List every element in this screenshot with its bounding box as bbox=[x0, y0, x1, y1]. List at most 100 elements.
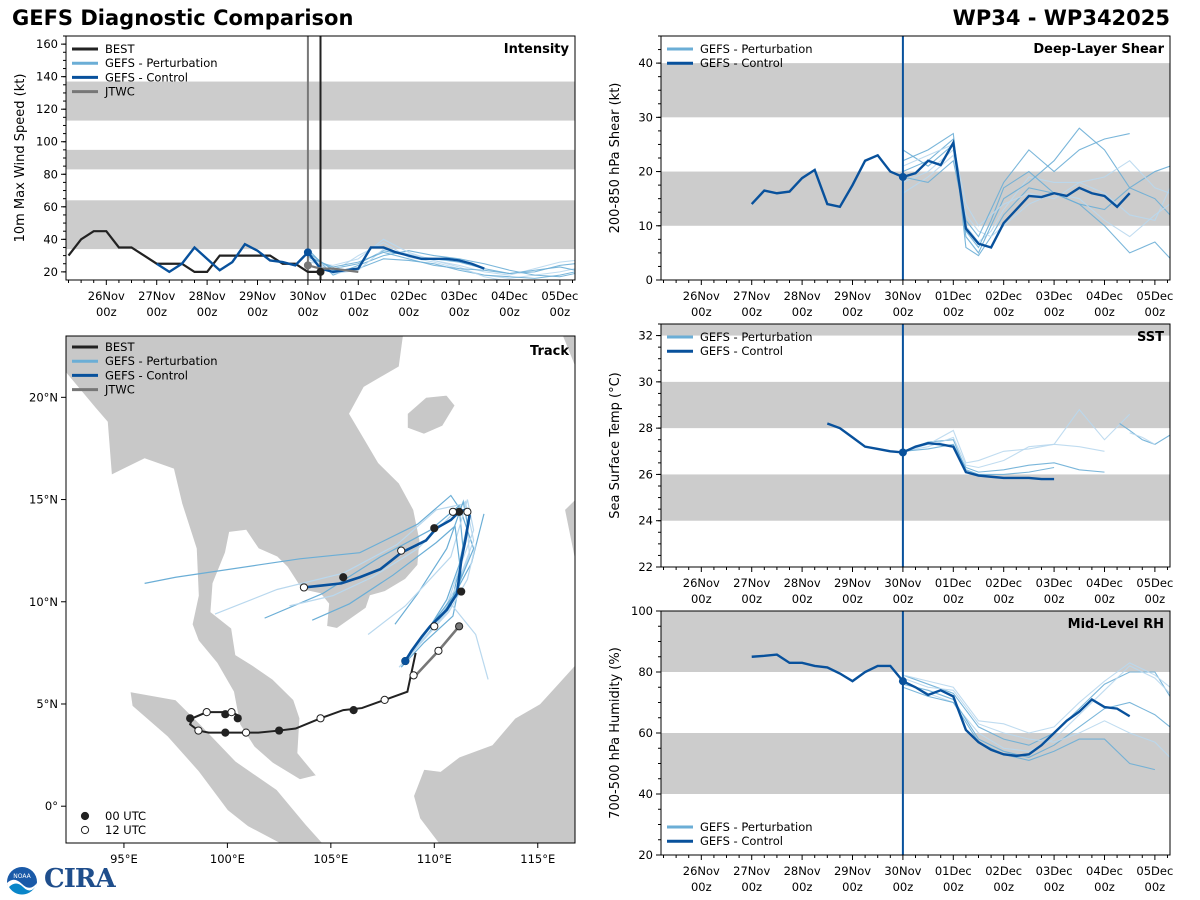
track-control-marker bbox=[430, 524, 439, 533]
intensity-legend-label: GEFS - Perturbation bbox=[105, 56, 218, 70]
shear-x-tick-label: 04Dec 00z bbox=[1086, 289, 1123, 319]
intensity-perturbation-line bbox=[307, 248, 504, 280]
sst-y-label: Sea Surface Temp (°C) bbox=[608, 372, 623, 519]
sst-analysis-marker bbox=[898, 448, 907, 457]
rh-perturbation-line bbox=[902, 662, 1170, 734]
sst-band bbox=[661, 324, 1170, 336]
track-marker-legend-label: 12 UTC bbox=[105, 823, 146, 837]
intensity-y-tick-label: 120 bbox=[36, 102, 58, 116]
shear-title: Deep-Layer Shear bbox=[1033, 42, 1164, 57]
sst-y-tick-label: 24 bbox=[638, 514, 653, 528]
sst-series-control bbox=[826, 422, 1055, 481]
shear-legend-label: GEFS - Perturbation bbox=[700, 42, 813, 56]
rh-analysis-marker bbox=[898, 677, 907, 686]
rh-x-tick-label: 02Dec 00z bbox=[985, 864, 1022, 894]
rh-legend-label: GEFS - Perturbation bbox=[700, 820, 813, 834]
sst-x-tick-label: 27Nov 00z bbox=[733, 576, 770, 606]
shear-x-tick-label: 01Dec 00z bbox=[935, 289, 972, 319]
panel-track: 95°E 100°E 105°E 110°E 115°E 0° 5°N 10°N 15°N 20°… bbox=[29, 335, 576, 866]
intensity-perturbation-line bbox=[307, 238, 575, 276]
shear-plot-area bbox=[661, 36, 1170, 280]
intensity-perturbation-line bbox=[307, 251, 575, 275]
rh-series-control bbox=[751, 653, 1131, 758]
sst-perturbation-line bbox=[902, 408, 1131, 469]
intensity-series-jtwc bbox=[307, 264, 359, 273]
intensity-perturbation-line bbox=[307, 241, 575, 279]
sst-x-tick-label: 01Dec 00z bbox=[935, 576, 972, 606]
panel-shear: 0 10 20 30 40 26Nov 00z 27Nov 00z 28Nov 00z 29Nov 00… bbox=[608, 35, 1173, 319]
cira-logo: CIRA bbox=[44, 864, 116, 894]
sst-band bbox=[661, 474, 1170, 521]
track-title: Track bbox=[530, 344, 569, 359]
intensity-y-tick-label: 40 bbox=[43, 232, 58, 246]
sst-x-tick-label: 04Dec 00z bbox=[1086, 576, 1123, 606]
sst-x-tick-label: 29Nov 00z bbox=[834, 576, 871, 606]
intensity-x-tick-label: 05Dec 00z bbox=[541, 289, 578, 319]
intensity-y-tick-label: 100 bbox=[36, 135, 58, 149]
shear-x-tick-label: 03Dec 00z bbox=[1036, 289, 1073, 319]
track-legend-label: GEFS - Perturbation bbox=[105, 354, 218, 368]
track-best-marker bbox=[194, 726, 203, 735]
rh-plot-area bbox=[661, 611, 1170, 855]
rh-x-tick-label: 03Dec 00z bbox=[1036, 864, 1073, 894]
intensity-y-label: 10m Max Wind Speed (kt) bbox=[13, 74, 28, 243]
sst-x-tick-label: 26Nov 00z bbox=[683, 576, 720, 606]
track-jtwc-marker bbox=[434, 646, 443, 655]
intensity-x-axis: 26Nov 00z 27Nov 00z 28Nov 00z 29Nov 00z 30Nov 00z… bbox=[68, 280, 578, 319]
track-marker-legend-label: 00 UTC bbox=[105, 809, 146, 823]
shear-legend-label: GEFS - Control bbox=[700, 56, 783, 70]
intensity-y-tick-label: 80 bbox=[43, 167, 58, 181]
shear-y-tick-label: 40 bbox=[638, 56, 653, 70]
shear-y-tick-label: 30 bbox=[638, 110, 653, 124]
intensity-analysis-marker bbox=[303, 248, 312, 257]
intensity-x-tick-label: 04Dec 00z bbox=[491, 289, 528, 319]
rh-legend-label: GEFS - Control bbox=[700, 834, 783, 848]
shear-x-tick-label: 05Dec 00z bbox=[1136, 289, 1173, 319]
shear-y-label: 200-850 hPa Shear (kt) bbox=[608, 83, 623, 234]
sst-y-tick-label: 28 bbox=[638, 421, 653, 435]
track-control-marker bbox=[397, 546, 406, 555]
intensity-legend-label: JTWC bbox=[104, 85, 135, 99]
intensity-y-tick-label: 20 bbox=[43, 265, 58, 279]
shear-x-tick-label: 02Dec 00z bbox=[985, 289, 1022, 319]
rh-band bbox=[661, 733, 1170, 794]
track-x-tick-label: 100°E bbox=[210, 852, 245, 866]
track-perturbation-line bbox=[311, 524, 462, 668]
sst-x-tick-label: 05Dec 00z bbox=[1136, 576, 1173, 606]
noaa-logo-text: NOAA bbox=[13, 873, 31, 880]
track-landmass bbox=[129, 691, 324, 843]
sst-x-axis: 26Nov 00z 27Nov 00z 28Nov 00z 29Nov 00z 30Nov 00z… bbox=[663, 567, 1173, 606]
shear-x-tick-label: 29Nov 00z bbox=[834, 289, 871, 319]
intensity-x-tick-label: 26Nov 00z bbox=[88, 289, 125, 319]
intensity-jtwc-marker bbox=[303, 261, 312, 270]
intensity-x-tick-label: 30Nov 00z bbox=[289, 289, 326, 319]
track-x-tick-label: 115°E bbox=[520, 852, 555, 866]
track-landmass bbox=[562, 336, 575, 367]
track-landmass bbox=[66, 336, 421, 781]
shear-x-tick-label: 28Nov 00z bbox=[784, 289, 821, 319]
track-legend-label: BEST bbox=[105, 340, 135, 354]
shear-y-tick-label: 20 bbox=[638, 165, 653, 179]
intensity-x-tick-label: 28Nov 00z bbox=[189, 289, 226, 319]
rh-y-tick-label: 20 bbox=[638, 848, 653, 862]
track-perturbation-line bbox=[400, 544, 477, 666]
rh-x-tick-label: 04Dec 00z bbox=[1086, 864, 1123, 894]
sst-legend-label: GEFS - Control bbox=[700, 344, 783, 358]
sst-perturbation-line bbox=[1119, 423, 1170, 445]
rh-y-axis: 20 40 60 80 100 bbox=[631, 604, 661, 862]
intensity-x-tick-label: 03Dec 00z bbox=[441, 289, 478, 319]
track-x-tick-label: 110°E bbox=[417, 852, 452, 866]
track-frame bbox=[65, 335, 576, 844]
track-best-marker bbox=[221, 728, 230, 737]
track-legend-label: JTWC bbox=[104, 383, 135, 397]
track-marker-legend-swatch bbox=[80, 811, 90, 821]
sst-perturbation-line bbox=[1129, 432, 1156, 445]
track-control-start-marker bbox=[401, 657, 410, 666]
track-x-tick-label: 95°E bbox=[110, 852, 138, 866]
track-legend-label: GEFS - Control bbox=[105, 368, 188, 382]
intensity-x-tick-label: 02Dec 00z bbox=[390, 289, 427, 319]
shear-analysis-marker bbox=[898, 172, 907, 181]
